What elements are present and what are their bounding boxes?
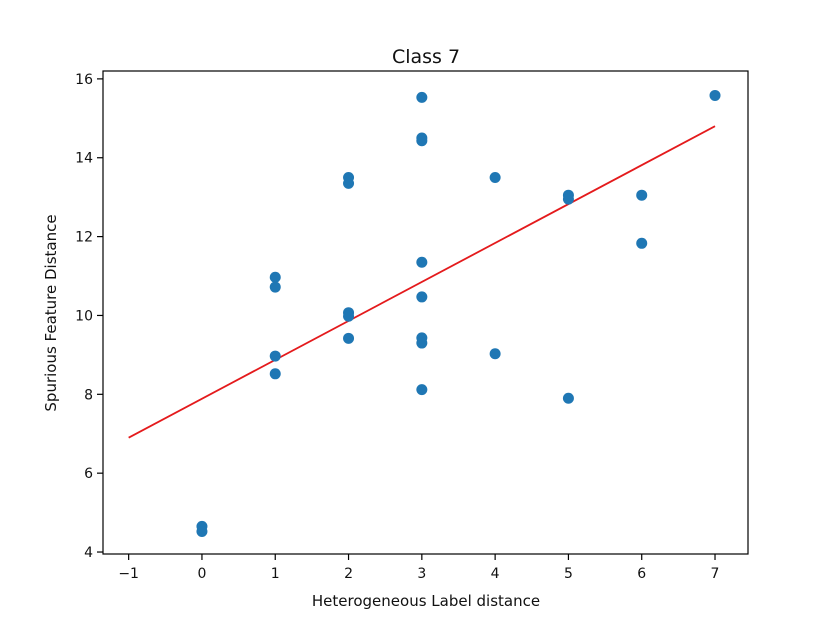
data-point: [416, 384, 428, 396]
data-point: [416, 91, 428, 103]
x-tick-label: 4: [491, 566, 500, 582]
x-tick-label: 7: [711, 566, 720, 582]
plot-frame: [102, 70, 749, 555]
y-tick-label: 12: [75, 230, 93, 246]
data-point: [269, 350, 281, 362]
data-point: [196, 526, 208, 538]
data-point: [636, 189, 648, 201]
data-point: [562, 193, 574, 205]
x-tick-label: −1: [118, 566, 139, 582]
data-point: [416, 291, 428, 303]
y-axis-label: Spurious Feature Distance: [42, 214, 60, 411]
data-point: [343, 332, 355, 344]
data-point: [416, 337, 428, 349]
marks-layer: [128, 89, 721, 538]
data-point: [343, 177, 355, 189]
data-point: [709, 89, 721, 101]
chart-title: Class 7: [392, 46, 460, 68]
x-tick-label: 5: [564, 566, 573, 582]
y-tick-label: 16: [75, 72, 93, 88]
data-point: [269, 281, 281, 293]
x-axis-label: Heterogeneous Label distance: [312, 592, 540, 610]
x-tick-label: 1: [271, 566, 280, 582]
y-tick-label: 4: [84, 545, 93, 561]
data-point: [416, 135, 428, 147]
data-point: [416, 256, 428, 268]
x-tick-label: 6: [637, 566, 646, 582]
data-point: [636, 237, 648, 249]
x-tick-label: 0: [197, 566, 206, 582]
data-point: [562, 392, 574, 404]
x-tick-label: 2: [344, 566, 353, 582]
y-tick-label: 10: [75, 308, 93, 324]
y-tick-label: 6: [84, 466, 93, 482]
regression-line: [128, 125, 716, 439]
data-point: [489, 171, 501, 183]
x-tick-label: 3: [417, 566, 426, 582]
data-point: [489, 348, 501, 360]
data-point: [269, 271, 281, 283]
y-tick-label: 8: [84, 387, 93, 403]
y-tick-label: 14: [75, 151, 93, 167]
data-point: [269, 368, 281, 380]
data-point: [343, 310, 355, 322]
